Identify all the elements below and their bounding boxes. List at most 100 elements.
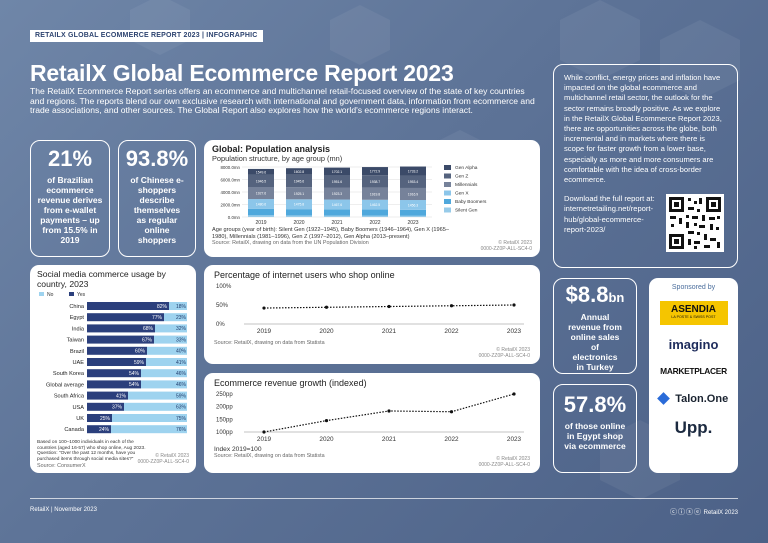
population-xtick-label: 2022 — [369, 220, 380, 226]
revenue-data-point — [262, 430, 266, 434]
internet-data-point — [324, 305, 329, 309]
internet-chart-source: Source: RetailX, drawing on data from St… — [214, 340, 325, 346]
asendia-subtitle: LA POSTE & SWISS POST — [671, 315, 716, 319]
population-bar-label: 1602.8 — [294, 170, 304, 174]
social-no-value: 33% — [176, 338, 187, 344]
sponsor-talon-logo[interactable]: Talon.One — [655, 390, 732, 408]
population-bar-segment — [286, 187, 312, 200]
social-yes-value: 41% — [116, 394, 127, 400]
social-no-value: 75% — [176, 416, 187, 422]
population-chart: 8000.0mn 6000.0mn 4000.0mn 2000.0mn 0.0mn 148… — [220, 165, 487, 226]
stat-turkey-card: $8.8bn Annual revenue from online sales … — [553, 278, 637, 374]
population-bar-segment — [286, 209, 312, 216]
population-bar-label: 1475.8 — [294, 203, 304, 207]
asendia-name: ASENDIA — [670, 304, 716, 315]
social-bar-no — [155, 324, 187, 333]
revenue-growth-chart: 250pp 200pp 150pp 100pp 2019 2020 2021 2022 2023 — [216, 392, 524, 443]
revenue-xtick-label: 2023 — [507, 436, 522, 443]
internet-chart-ids: 0000-ZZ0P-ALL-SC4-0 — [478, 353, 530, 359]
social-category-label: USA — [72, 405, 84, 411]
sponsor-marketplacer-logo[interactable]: MARKETPLACER — [660, 366, 727, 376]
social-bar-no — [141, 369, 187, 378]
social-bar-yes — [87, 335, 154, 344]
population-bar-segment — [286, 168, 312, 175]
social-bar-yes — [87, 302, 169, 311]
population-chart-copyright-text: © RetailX 2023 — [498, 240, 532, 246]
social-no-value: 59% — [176, 394, 187, 400]
social-no-value: 40% — [176, 349, 187, 355]
social-category-label: Global average — [46, 383, 84, 389]
population-bar-label: 1951.6 — [332, 180, 342, 184]
stat-turkey-number: $8.8 — [565, 282, 609, 307]
revenue-chart-copyright: © RetailX 2023 0000-ZZ0P-ALL-SC4-0 — [479, 456, 530, 468]
population-bar-segment — [248, 187, 274, 200]
population-chart-ids: 0000-ZZ0P-ALL-SC4-0 — [480, 246, 532, 252]
population-legend-label: Gen X — [455, 191, 469, 197]
social-chart-title: Social media commerce usage by country, … — [37, 269, 166, 289]
report-tag: RETAILX GLOBAL ECOMMERCE REPORT 2023 | I… — [30, 30, 263, 42]
stat-brazil-text: of Brazilian ecommerce revenue derives f… — [37, 175, 103, 245]
social-bar-yes — [87, 369, 141, 378]
population-bar-segment — [248, 168, 274, 175]
population-chart-note: Age groups (year of birth): Silent Gen (… — [212, 227, 449, 240]
download-row: Download the full report at: internetret… — [564, 194, 727, 253]
stat-turkey-text: Annual revenue from online sales of elec… — [568, 312, 622, 372]
internet-ytick-label: 100% — [216, 284, 232, 290]
population-chart-card: Global: Population analysis Population s… — [204, 140, 540, 257]
revenue-xtick-label: 2021 — [382, 436, 397, 443]
sponsor-imagino-logo[interactable]: imagino — [668, 337, 719, 352]
social-yes-value: 59% — [134, 360, 145, 366]
social-yes-value: 54% — [129, 382, 140, 388]
internet-users-chart: 100% 50% 0% 2019 2020 2021 2022 2023 — [216, 284, 524, 335]
revenue-ytick-label: 100pp — [216, 430, 233, 436]
social-bar-yes — [87, 346, 147, 355]
population-bar-label: 1946.5 — [256, 179, 266, 183]
sponsor-upp-logo[interactable]: Upp. — [674, 418, 713, 437]
population-legend-label: Gen Alpha — [455, 165, 478, 171]
social-category-label: Taiwan — [67, 338, 84, 344]
population-bar-segment — [324, 167, 350, 175]
population-ytick-label: 2000.0mn — [220, 203, 240, 208]
population-bar-segment — [324, 209, 350, 216]
qr-code-icon[interactable] — [666, 194, 724, 253]
talon-name: Talon.One — [675, 392, 729, 405]
population-bar-label: 1480.6 — [256, 203, 266, 207]
population-bar-segment — [400, 166, 426, 176]
internet-xtick-label: 2019 — [257, 328, 272, 335]
population-bar-label: 1938.7 — [370, 180, 380, 184]
population-bar-segment — [286, 174, 312, 188]
outlook-panel: While conflict, energy prices and inflat… — [553, 64, 738, 268]
population-chart-subtitle: Population structure, by age group (mn) — [212, 154, 343, 163]
internet-ytick-label: 50% — [216, 303, 229, 309]
download-link[interactable]: Download the full report at: internetret… — [564, 194, 655, 234]
revenue-data-point — [512, 392, 516, 396]
stat-china-value: 93.8% — [125, 146, 189, 171]
talon-diamond-icon — [656, 392, 670, 406]
social-bar-yes — [87, 358, 146, 367]
population-bar-segment — [324, 215, 350, 217]
population-bar-segment — [400, 187, 426, 201]
revenue-chart-index-note: Index 2019=100 — [214, 446, 262, 453]
social-no-value: 18% — [176, 304, 187, 310]
population-bar-label: 1702.1 — [332, 170, 342, 174]
internet-xtick-label: 2022 — [444, 328, 459, 335]
social-chart-copyright-text: © RetailX 2023 — [155, 453, 189, 459]
sponsor-asendia-logo[interactable]: ASENDIA LA POSTE & SWISS POST — [659, 301, 728, 325]
internet-xtick-label: 2021 — [382, 328, 397, 335]
population-ytick-label: 0.0mn — [228, 215, 241, 220]
social-category-label: South Africa — [54, 394, 85, 400]
population-bar-segment — [400, 200, 426, 210]
sponsors-label: Sponsored by — [671, 284, 716, 291]
population-bar-segment — [286, 215, 312, 217]
social-yes-value: 68% — [143, 326, 154, 332]
internet-chart-title: Percentage of internet users who shop on… — [214, 270, 395, 280]
population-legend-swatch — [444, 182, 451, 187]
revenue-data-point — [387, 409, 391, 413]
population-xtick-label: 2021 — [331, 220, 342, 226]
population-bar-label: 1927.6 — [256, 192, 266, 196]
population-bar-segment — [362, 187, 388, 200]
population-bar-label: 1467.6 — [332, 203, 342, 207]
social-category-label: Brazil — [70, 349, 84, 355]
internet-data-point — [512, 303, 516, 307]
social-commerce-chart-card: Social media commerce usage by country, … — [30, 265, 196, 473]
